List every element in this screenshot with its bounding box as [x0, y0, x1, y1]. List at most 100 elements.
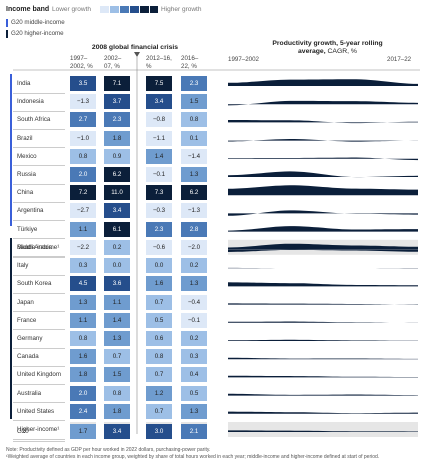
row-separator	[13, 201, 65, 203]
table-cell: 0.8	[70, 331, 96, 346]
col-header-1: 1997– 2002, %	[70, 55, 93, 70]
row-label: Higher-income¹	[17, 426, 60, 433]
row-separator	[13, 311, 65, 313]
table-cell: 0.4	[181, 367, 207, 383]
table-cell: 3.4	[146, 94, 172, 110]
table-cell: 1.5	[104, 367, 130, 383]
table-cell: 3.0	[146, 424, 172, 439]
table-cell: 2.7	[70, 112, 96, 128]
table-cell: 1.7	[70, 424, 96, 439]
table-cell: −2.7	[70, 203, 96, 219]
row-label: Canada	[17, 353, 39, 361]
table-cell: 0.6	[146, 331, 172, 346]
row-label: Türkiye	[17, 225, 38, 233]
table-cell: 1.1	[70, 221, 96, 237]
table-cell: 2.0	[70, 167, 96, 182]
table-cell: 1.6	[146, 276, 172, 292]
table-cell: 0.2	[181, 258, 207, 274]
row-separator	[13, 238, 65, 240]
spark-subtitle-bold: average,	[298, 48, 326, 55]
table-cell: 1.3	[181, 403, 207, 419]
row-separator	[13, 402, 65, 404]
row-label: United States	[17, 407, 55, 415]
legend-swatch-2	[110, 6, 119, 13]
sparkline-series	[228, 120, 418, 124]
row-label: Mexico	[17, 152, 37, 160]
table-cell: −0.1	[181, 312, 207, 328]
row-separator	[13, 274, 65, 276]
table-cell: 1.3	[104, 331, 130, 346]
row-label: Saudi Arabia	[17, 244, 53, 251]
table-cell: 1.5	[181, 94, 207, 110]
col-header-2: 2002– 07, %	[104, 55, 122, 70]
col-header-4: 2016– 22, %	[181, 55, 199, 70]
table-cell: 2.3	[146, 221, 172, 237]
table-cell: 2.3	[104, 112, 130, 128]
sparkline-series	[228, 303, 418, 305]
sparkline-series	[228, 249, 418, 252]
table-cell: 1.4	[146, 148, 172, 164]
sparkline-series	[228, 171, 418, 178]
row-label: G20	[17, 428, 29, 435]
spark-x-end: 2017–22	[387, 56, 412, 63]
legend-title: Income band	[6, 6, 50, 13]
row-separator	[13, 440, 65, 442]
legend-swatch-6	[150, 6, 158, 13]
table-cell: −0.1	[146, 167, 172, 182]
table-cell: 11.0	[104, 185, 130, 201]
table-cell: 0.2	[104, 240, 130, 255]
spark-x-start: 1997–2002	[228, 56, 259, 63]
sparkline-series	[228, 157, 418, 161]
table-cell: 7.2	[70, 185, 96, 201]
table-cell: −1.3	[70, 94, 96, 110]
row-separator	[13, 438, 65, 440]
row-separator	[13, 292, 65, 294]
row-label: China	[17, 189, 34, 197]
table-cell: −2.0	[181, 240, 207, 255]
table-cell: −1.3	[181, 203, 207, 219]
spark-aggregate-band	[228, 422, 418, 437]
table-cell: 1.3	[70, 294, 96, 310]
row-label: Japan	[17, 298, 34, 306]
row-separator	[13, 92, 65, 94]
table-cell: 0.5	[146, 312, 172, 328]
table-cell: 2.8	[181, 221, 207, 237]
table-cell: 0.3	[70, 258, 96, 274]
sparkline-series	[228, 430, 418, 432]
legend-swatch-4	[130, 6, 139, 13]
sparkline-series	[228, 185, 418, 196]
table-cell: 0.7	[104, 349, 130, 365]
legend-swatch-3	[120, 6, 129, 13]
table-cell: 6.2	[104, 167, 130, 182]
table-cell: −0.4	[181, 294, 207, 310]
sparkline-series	[228, 393, 418, 396]
legend-higher-label: Higher growth	[161, 6, 202, 13]
table-cell: 3.7	[104, 94, 130, 110]
table-cell: 2.1	[181, 424, 207, 439]
table-cell: 1.3	[181, 276, 207, 292]
sparkline-series	[228, 411, 418, 414]
sparkline-series	[228, 139, 418, 142]
table-cell: 7.5	[146, 76, 172, 91]
sparkline-series	[228, 321, 418, 323]
table-cell: −0.3	[146, 203, 172, 219]
table-cell: −1.4	[181, 148, 207, 164]
table-cell: 0.3	[181, 349, 207, 365]
table-cell: 2.4	[70, 403, 96, 419]
table-cell: 1.1	[104, 294, 130, 310]
legend-higher-bar	[6, 30, 8, 38]
middle-income-band-bar	[10, 74, 12, 226]
row-separator	[13, 219, 65, 221]
legend-higher-band-label: G20 higher-income	[11, 30, 64, 37]
table-cell: 0.9	[104, 148, 130, 164]
table-cell: 0.0	[104, 258, 130, 274]
spark-title: Productivity growth, 5-year rolling	[272, 40, 383, 47]
table-cell: 1.3	[181, 167, 207, 182]
row-separator	[13, 347, 65, 349]
table-cell: −0.8	[146, 112, 172, 128]
row-label: South Korea	[17, 280, 52, 288]
table-cell: 0.8	[70, 148, 96, 164]
row-separator	[13, 165, 65, 167]
sparkline-series	[228, 226, 418, 232]
table-cell: 0.7	[146, 403, 172, 419]
